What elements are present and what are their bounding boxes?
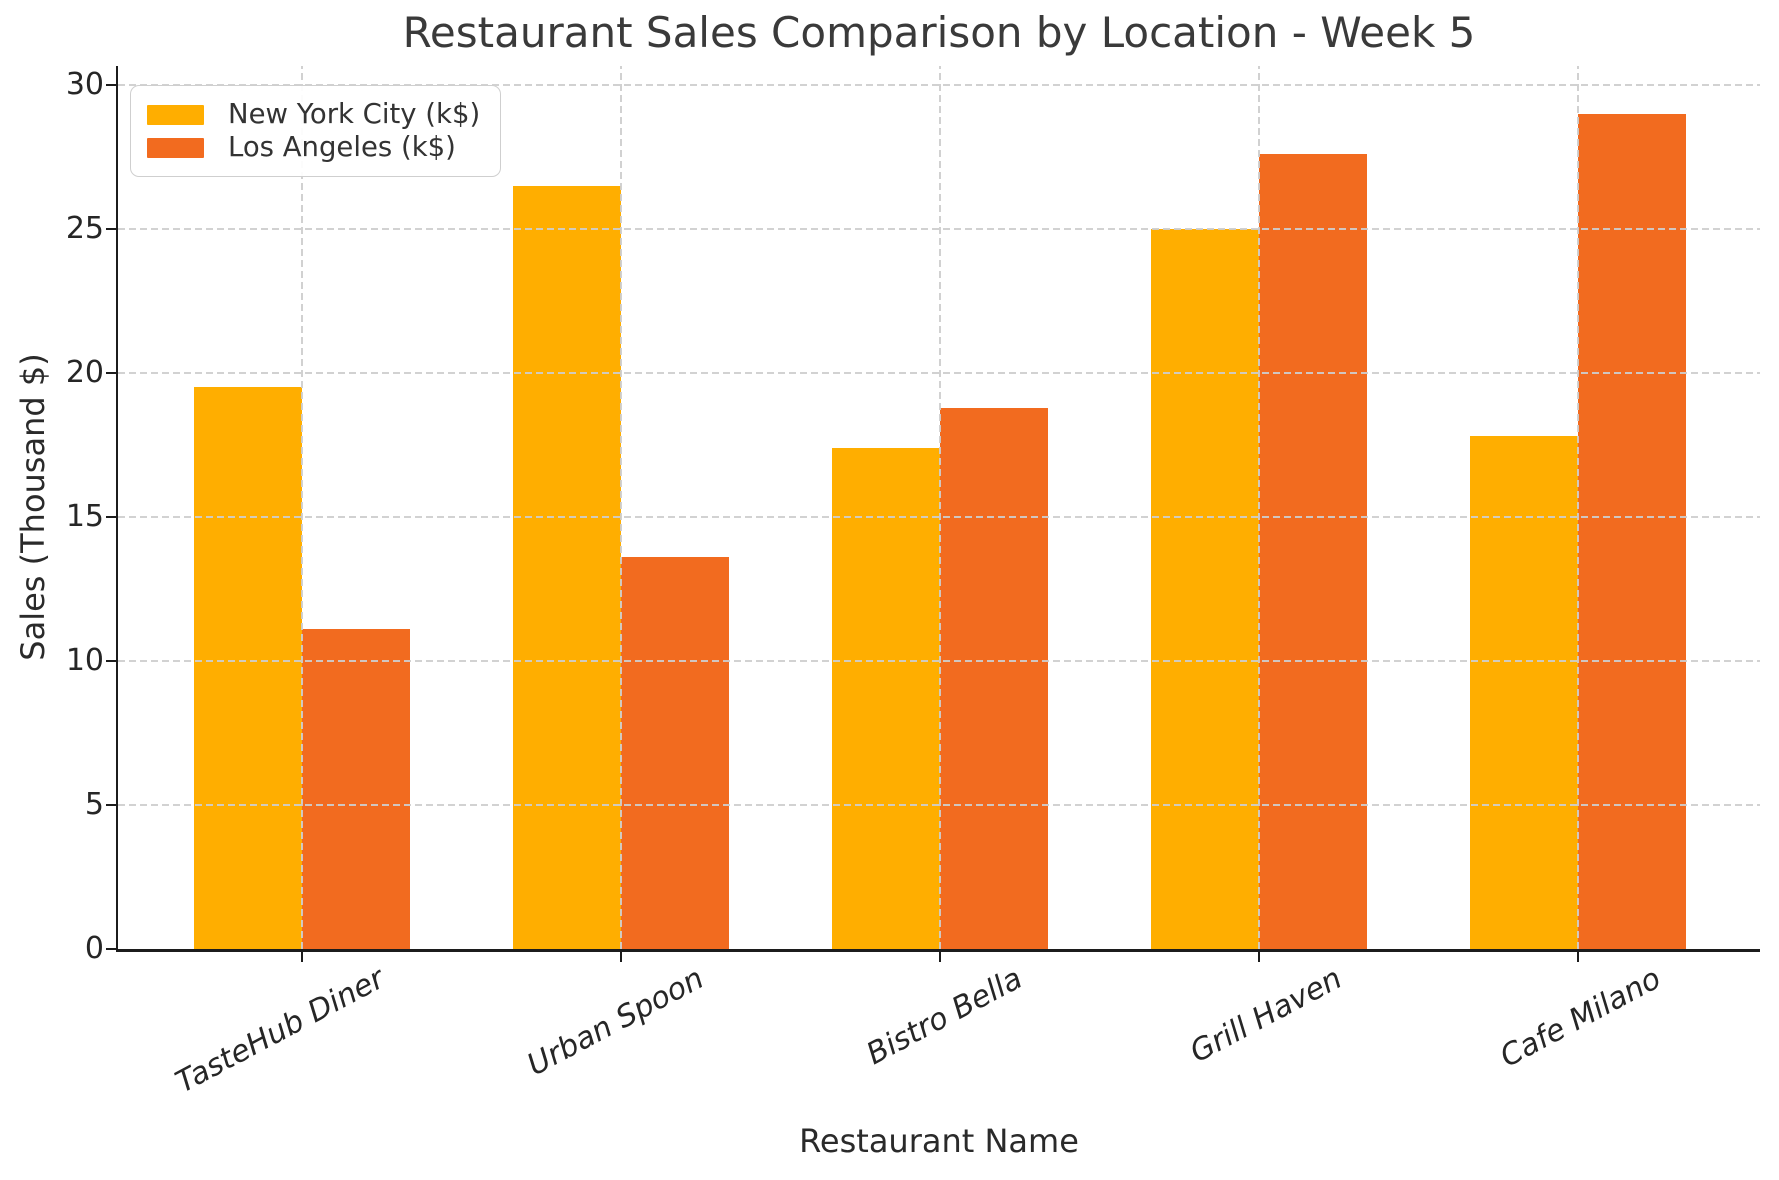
legend: New York City (k$) Los Angeles (k$) (130, 85, 502, 177)
bars-layer (118, 66, 1760, 949)
y-tick-label-25: 25 (65, 211, 104, 246)
legend-label-0: New York City (k$) (228, 98, 481, 130)
legend-swatch-0 (147, 104, 204, 125)
x-tick-label-text: Urban Spoon (521, 961, 710, 1084)
x-tick-label-text: Bistro Bella (861, 961, 1029, 1073)
y-tick-label-15: 15 (65, 499, 104, 534)
y-tick-mark-30 (105, 83, 116, 87)
x-axis-label: Restaurant Name (799, 1122, 1079, 1160)
y-tick-label-5: 5 (84, 787, 104, 822)
x-tick-mark-1 (619, 951, 623, 962)
bar-series2-4 (1578, 113, 1686, 949)
y-tick-mark-25 (105, 227, 116, 231)
x-tick-label-2: Bistro Bella (0, 961, 1028, 1072)
y-tick-mark-10 (105, 659, 116, 663)
x-axis-spine (115, 949, 1760, 952)
y-tick-label-0: 0 (84, 931, 104, 966)
legend-label-1: Los Angeles (k$) (228, 131, 456, 163)
y-tick-mark-15 (105, 515, 116, 519)
y-tick-mark-5 (105, 803, 116, 807)
x-tick-mark-0 (300, 951, 304, 962)
bar-series2-2 (940, 407, 1048, 949)
x-tick-mark-3 (1257, 951, 1261, 962)
x-tick-label-text: Grill Haven (1184, 961, 1348, 1070)
v-gridline-3 (1258, 66, 1260, 949)
v-gridline-2 (939, 66, 941, 949)
legend-entry-0: New York City (k$) (147, 98, 480, 131)
bar-series2-1 (621, 557, 729, 949)
legend-swatch-1 (147, 137, 204, 158)
v-gridline-4 (1577, 66, 1579, 949)
x-tick-label-text: TasteHub Diner (170, 961, 391, 1101)
y-tick-mark-20 (105, 371, 116, 375)
plot-area: New York City (k$) Los Angeles (k$) (115, 66, 1760, 952)
y-tick-label-30: 30 (65, 67, 104, 102)
x-tick-label-3: Grill Haven (0, 961, 1347, 1070)
bar-series1-3 (1151, 229, 1259, 949)
bar-series1-4 (1470, 436, 1578, 949)
v-gridline-1 (620, 66, 622, 949)
x-tick-mark-2 (938, 951, 942, 962)
bar-series1-1 (513, 185, 621, 949)
grid-layer (118, 66, 1760, 949)
y-tick-mark-0 (105, 947, 116, 951)
bar-series2-0 (302, 629, 410, 949)
y-tick-label-10: 10 (65, 643, 104, 678)
bar-series2-3 (1259, 154, 1367, 949)
bar-series1-2 (832, 447, 940, 949)
y-axis-spine (115, 66, 118, 952)
x-tick-mark-4 (1576, 951, 1580, 962)
y-tick-label-20: 20 (65, 355, 104, 390)
legend-entry-1: Los Angeles (k$) (147, 131, 480, 164)
v-gridline-0 (301, 66, 303, 949)
chart-title: Restaurant Sales Comparison by Location … (402, 8, 1476, 57)
x-tick-label-4: Cafe Milano (0, 961, 1666, 1075)
bar-series1-0 (194, 387, 302, 949)
x-tick-label-text: Cafe Milano (1494, 961, 1667, 1075)
